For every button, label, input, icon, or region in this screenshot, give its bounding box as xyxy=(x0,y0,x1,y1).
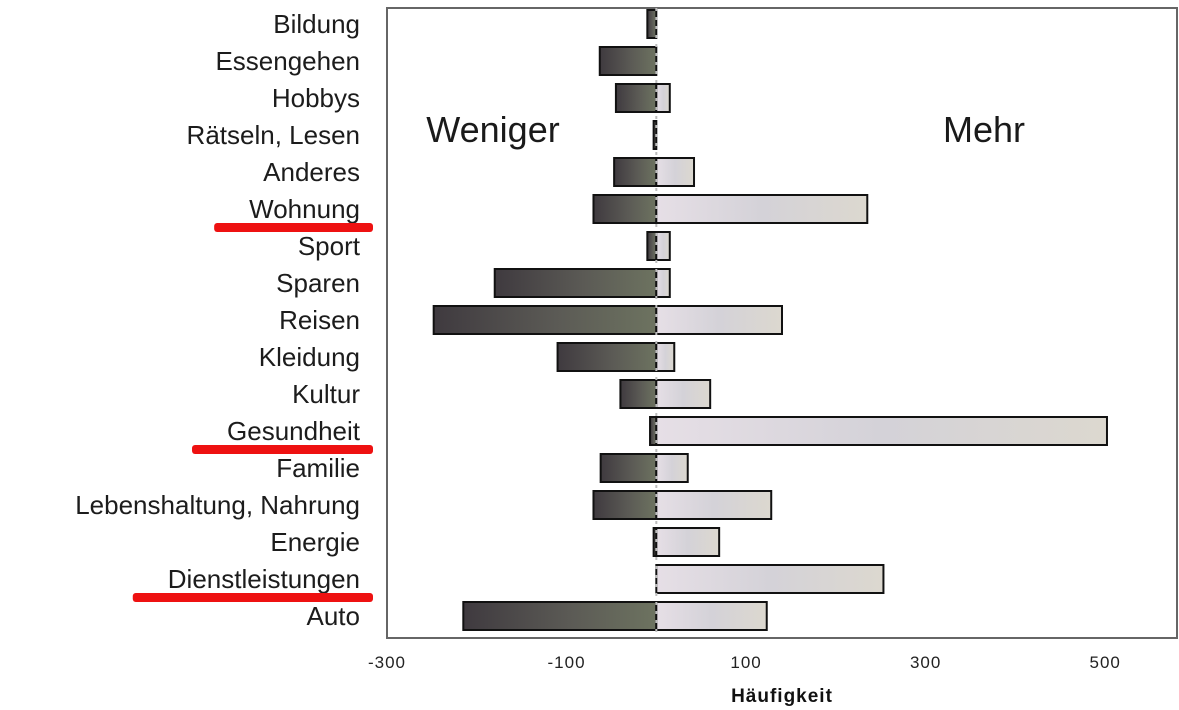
bar-weniger-kultur xyxy=(619,379,658,409)
category-label-dienstleistungen: Dienstleistungen xyxy=(168,564,360,594)
bar-mehr-kleidung xyxy=(655,342,676,372)
bar-weniger-kleidung xyxy=(556,342,658,372)
category-label-reisen: Reisen xyxy=(279,305,360,335)
bar-mehr-auto xyxy=(655,601,768,631)
bar-weniger-auto xyxy=(462,601,658,631)
bar-weniger-essengehen xyxy=(598,46,658,76)
category-label-kleidung: Kleidung xyxy=(259,342,360,372)
bar-weniger-lebenshaltung-nahrung xyxy=(592,490,658,520)
bar-mehr-sparen xyxy=(655,268,671,298)
highlight-underline-gesundheit xyxy=(192,445,373,454)
bar-weniger-bildung xyxy=(646,9,658,39)
bar-mehr-energie xyxy=(655,527,721,557)
bar-mehr-hobbys xyxy=(655,83,671,113)
category-label-gesundheit: Gesundheit xyxy=(227,416,361,446)
category-label-anderes: Anderes xyxy=(263,157,360,187)
category-label-familie: Familie xyxy=(276,453,360,483)
bar-weniger-anderes xyxy=(613,157,658,187)
x-axis-title: Häufigkeit xyxy=(731,686,833,707)
bar-mehr-familie xyxy=(655,453,689,483)
bar-weniger-hobbys xyxy=(614,83,658,113)
x-axis-ticks: -300 -100 100 300 500 xyxy=(368,653,1120,672)
bar-mehr-gesundheit xyxy=(655,416,1108,446)
category-label-lebenshaltung-nahrung: Lebenshaltung, Nahrung xyxy=(75,490,360,520)
bar-mehr-anderes xyxy=(655,157,696,187)
bar-weniger-reisen xyxy=(432,305,658,335)
category-label-auto: Auto xyxy=(307,601,361,631)
category-label-essengehen: Essengehen xyxy=(215,46,360,76)
annotation-mehr: Mehr xyxy=(943,109,1025,150)
annotation-weniger: Weniger xyxy=(426,109,559,150)
category-label-wohnung: Wohnung xyxy=(249,194,360,224)
x-tick-label-1: -100 xyxy=(548,653,586,672)
bar-mehr-dienstleistungen xyxy=(655,564,885,594)
bar-weniger-familie xyxy=(599,453,658,483)
bar-mehr-sport xyxy=(655,231,671,261)
category-label-sparen: Sparen xyxy=(276,268,360,298)
bar-weniger-sport xyxy=(646,231,658,261)
x-tick-label-2: 100 xyxy=(730,653,761,672)
bar-mehr-wohnung xyxy=(655,194,869,224)
x-tick-label-3: 300 xyxy=(910,653,941,672)
bar-weniger-wohnung xyxy=(592,194,658,224)
category-labels: Bildung Essengehen Hobbys Rätseln, Lesen And… xyxy=(75,9,361,631)
category-label-hobbys: Hobbys xyxy=(272,83,360,113)
weniger-bars xyxy=(432,9,658,631)
bar-weniger-sparen xyxy=(493,268,658,298)
x-tick-label-0: -300 xyxy=(368,653,406,672)
category-label-raetseln-lesen: Rätseln, Lesen xyxy=(187,120,360,150)
category-label-sport: Sport xyxy=(298,231,361,261)
x-tick-label-4: 500 xyxy=(1089,653,1120,672)
bar-mehr-reisen xyxy=(655,305,783,335)
bar-mehr-lebenshaltung-nahrung xyxy=(655,490,773,520)
plot-frame xyxy=(386,7,1178,639)
category-label-bildung: Bildung xyxy=(273,9,360,39)
bar-mehr-kultur xyxy=(655,379,712,409)
mehr-bars xyxy=(655,83,1108,631)
highlight-underline-dienstleistungen xyxy=(132,593,373,602)
category-label-energie: Energie xyxy=(270,527,360,557)
highlight-underline-wohnung xyxy=(214,223,373,232)
highlight-underlines xyxy=(132,223,373,602)
category-label-kultur: Kultur xyxy=(292,379,360,409)
